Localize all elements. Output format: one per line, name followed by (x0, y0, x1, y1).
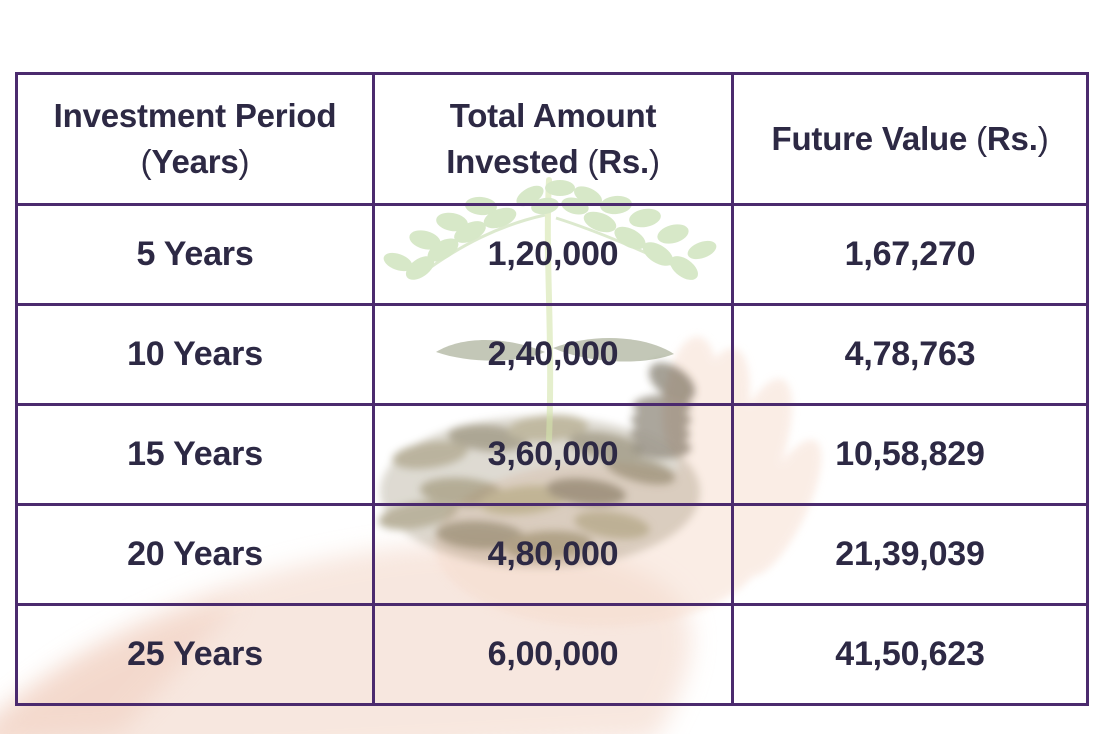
investment-growth-table: Investment Period (Years) Total Amount I… (15, 72, 1089, 706)
invested-cell: 3,60,000 (372, 403, 734, 506)
col-header-future-value: Future Value (Rs.) (731, 72, 1089, 206)
period-cell: 25 Years (15, 603, 375, 706)
header-line: Future Value (Rs.) (771, 120, 1049, 158)
col-header-total-invested: Total Amount Invested (Rs.) (372, 72, 734, 206)
header-line: (Years) (140, 143, 250, 180)
header-row: Investment Period (Years) Total Amount I… (15, 72, 1089, 206)
future-value-cell: 10,58,829 (731, 403, 1089, 506)
period-cell: 15 Years (15, 403, 375, 506)
col-header-investment-period: Investment Period (Years) (15, 72, 375, 206)
table-row: 20 Years 4,80,000 21,39,039 (15, 503, 1089, 606)
invested-cell: 4,80,000 (372, 503, 734, 606)
period-cell: 20 Years (15, 503, 375, 606)
table-row: 15 Years 3,60,000 10,58,829 (15, 403, 1089, 506)
table-row: 10 Years 2,40,000 4,78,763 (15, 303, 1089, 406)
invested-cell: 6,00,000 (372, 603, 734, 706)
table-row: 25 Years 6,00,000 41,50,623 (15, 603, 1089, 706)
future-value-cell: 4,78,763 (731, 303, 1089, 406)
header-line: Investment Period (53, 97, 337, 135)
header-line: Invested (Rs.) (446, 143, 660, 180)
table-row: 5 Years 1,20,000 1,67,270 (15, 203, 1089, 306)
future-value-cell: 21,39,039 (731, 503, 1089, 606)
period-cell: 10 Years (15, 303, 375, 406)
future-value-cell: 1,67,270 (731, 203, 1089, 306)
header-line: Total Amount (449, 97, 657, 135)
future-value-cell: 41,50,623 (731, 603, 1089, 706)
invested-cell: 1,20,000 (372, 203, 734, 306)
invested-cell: 2,40,000 (372, 303, 734, 406)
period-cell: 5 Years (15, 203, 375, 306)
